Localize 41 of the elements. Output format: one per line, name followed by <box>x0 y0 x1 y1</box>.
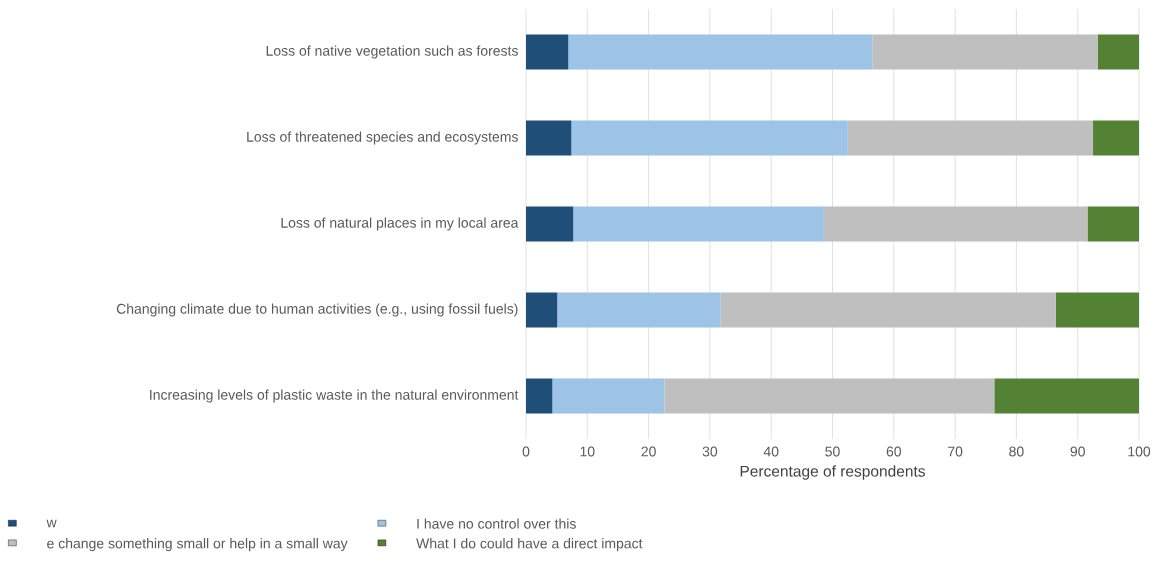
x-tick-label: 90 <box>1070 446 1085 457</box>
bar <box>1055 292 1139 328</box>
bar <box>526 378 553 414</box>
legend-label: w <box>46 519 57 528</box>
x-tick-label: 60 <box>886 446 902 457</box>
y-tick-label: Loss of native vegetation such as forests <box>266 45 518 59</box>
bar <box>526 206 574 242</box>
bar <box>573 206 824 242</box>
legend-label: e change something small or help in a small way <box>47 538 348 552</box>
bar <box>568 34 873 70</box>
x-tick-label: 20 <box>641 446 656 457</box>
x-tick-label: 30 <box>702 446 718 457</box>
y-tick-label: Increasing levels of plastic waste in the natural environment <box>150 389 519 403</box>
bar <box>847 120 1094 156</box>
bar <box>526 34 569 70</box>
y-tick-label: Loss of natural places in my local area <box>281 217 519 231</box>
legend-label: What I do could have a direct impact <box>416 538 643 552</box>
bar <box>526 292 558 328</box>
x-axis-title: Percentage of respondents <box>740 465 925 480</box>
bar <box>571 120 848 156</box>
x-tick-label: 50 <box>825 446 840 457</box>
legend-label: I have no control over this <box>417 518 576 529</box>
y-tick-label: Changing climate due to human activities (e.g., using fossil fuels) <box>116 303 518 317</box>
x-tick-label: 40 <box>763 446 779 457</box>
bar <box>994 378 1139 414</box>
bar <box>552 378 665 414</box>
bar <box>526 120 572 156</box>
bar <box>557 292 721 328</box>
y-tick-label: Loss of threatened species and ecosystems <box>247 131 518 145</box>
x-tick-label: 10 <box>580 446 595 457</box>
bar <box>1087 206 1139 242</box>
bar <box>720 292 1056 328</box>
x-tick-label: 80 <box>1009 446 1024 457</box>
bar <box>872 34 1098 70</box>
x-tick-label: 100 <box>1128 446 1151 457</box>
bar <box>664 378 995 414</box>
x-tick-label: 70 <box>948 446 963 457</box>
bar <box>1097 34 1139 70</box>
x-tick-label: 0 <box>522 446 530 457</box>
bar <box>1093 120 1139 156</box>
bar <box>823 206 1088 242</box>
